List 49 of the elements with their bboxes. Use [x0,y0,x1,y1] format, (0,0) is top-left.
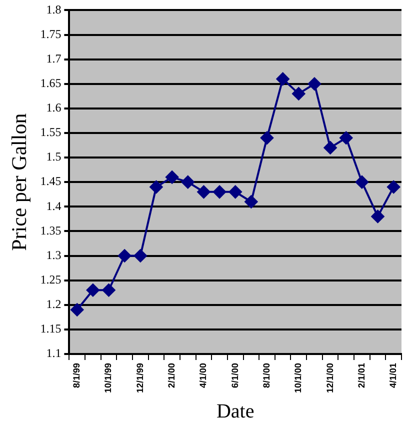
y-tick-label: 1.5 [46,150,62,164]
y-tick-label: 1.8 [46,2,62,16]
point [340,131,353,144]
x-tick-label: 2/1/01 [356,362,366,388]
point [371,210,384,223]
y-axis-title: Price per Gallon [7,112,32,251]
point [118,249,132,262]
y-tick-label: 1.65 [40,76,62,90]
x-tick-label: 10/1/00 [293,362,304,394]
point [308,77,321,90]
y-tick-label: 1.3 [46,248,62,262]
y-tick-label: 1.75 [40,26,62,41]
x-axis-title: Date [216,400,254,422]
x-tick-label: 4/1/00 [198,362,208,388]
point [276,72,290,86]
y-tick-label: 1.35 [40,223,62,238]
point [197,185,210,198]
point [166,170,179,184]
point [228,185,242,198]
point [387,180,400,194]
y-tick-label: 1.45 [40,174,62,188]
point [292,87,306,100]
y-tick-label: 1.7 [46,51,62,66]
point [134,249,147,262]
x-tick-label: 4/1/01 [388,362,398,388]
point [181,176,194,189]
y-tick-label: 1.2 [46,297,62,312]
point [86,284,100,297]
x-tick-label: 8/1/00 [261,362,272,388]
point [244,195,258,208]
point [102,284,116,297]
x-tick-label: 2/1/00 [166,362,177,388]
x-tick-label: 10/1/99 [103,362,114,394]
x-tick-label: 6/1/00 [230,362,240,388]
point [260,131,274,144]
point [70,303,84,316]
y-tick-label: 1.6 [46,100,62,115]
y-tick-label: 1.1 [46,346,62,360]
y-tick-label: 1.4 [46,198,62,213]
point [213,185,226,198]
y-tick-label: 1.25 [40,272,62,286]
point [355,176,368,189]
point [150,180,163,194]
y-tick-label: 1.15 [40,322,62,336]
point [324,141,337,154]
x-tick-label: 8/1/99 [72,362,82,388]
x-tick-label: 12/1/00 [324,362,335,394]
y-tick-label: 1.55 [40,125,62,140]
x-tick-label: 12/1/99 [134,362,145,394]
